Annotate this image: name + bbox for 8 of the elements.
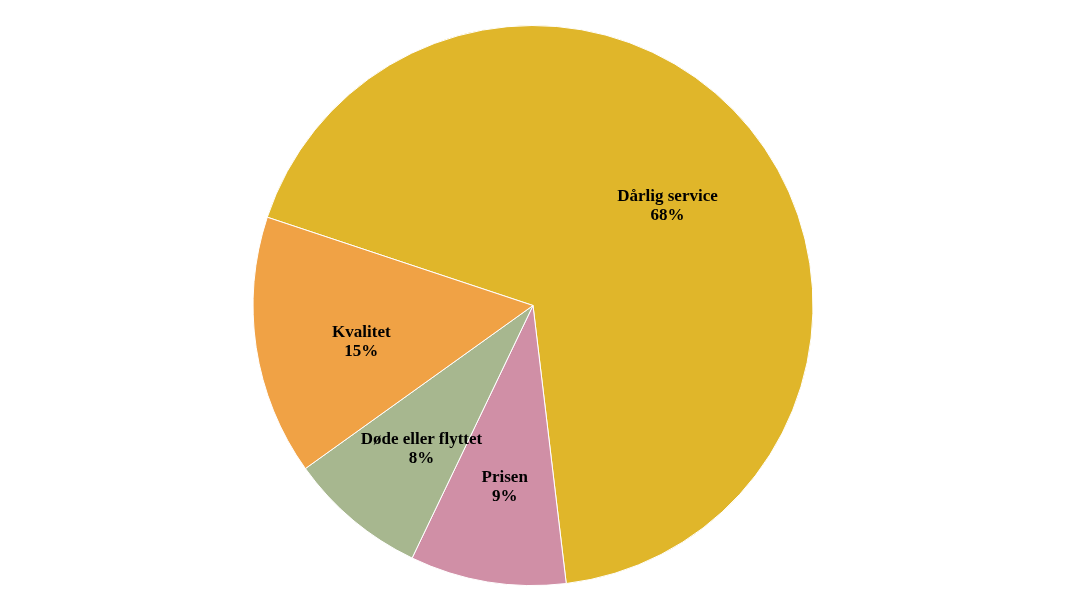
slice-label: Prisen [481, 466, 529, 486]
data-label: 68% [650, 204, 685, 224]
slice-label: Dårlig service [617, 185, 719, 205]
data-label: 15% [344, 340, 379, 360]
data-label: 8% [408, 447, 435, 467]
data-label: 9% [491, 485, 518, 505]
slice-label: Kvalitet [332, 321, 391, 341]
slice-label: Døde eller flyttet [360, 428, 483, 448]
